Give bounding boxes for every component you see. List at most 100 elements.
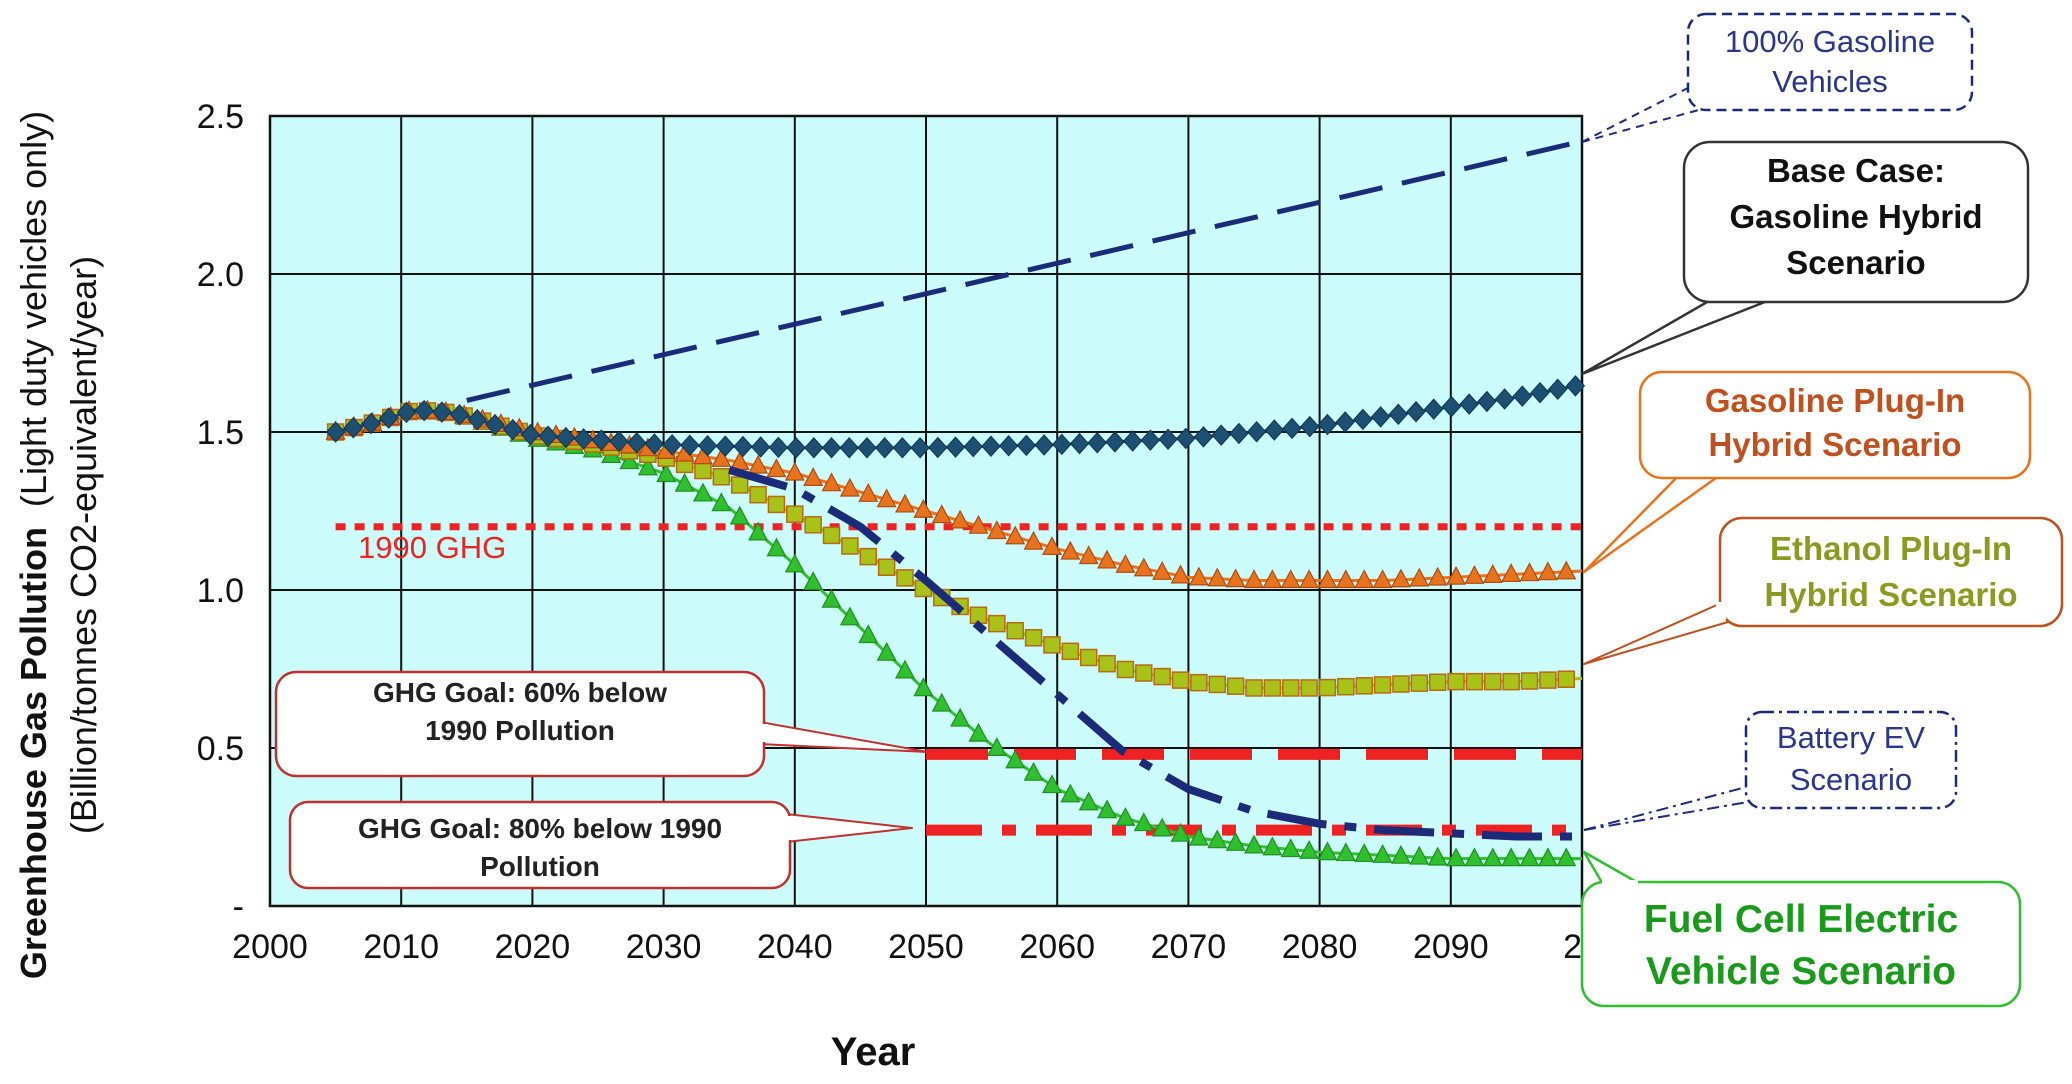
series-1-marker-58 [1353,408,1373,431]
series-5-marker-64 [1501,847,1522,867]
series-3-marker-67 [1557,670,1576,688]
callout-goal-60-line2: 1990 Pollution [425,715,615,746]
series-1-marker-67 [1512,385,1532,407]
y-axis-title-suffix: (Light duty vehicles only) [13,111,54,507]
callout-base-case-line2: Gasoline Hybrid [1729,198,1982,235]
series-2-marker-41 [1078,545,1099,565]
series-3-marker-61 [1447,672,1465,691]
series-2-marker-47 [1188,566,1209,586]
series-1-marker-31 [874,437,895,459]
series-1-marker-61 [1406,400,1426,423]
series-1-marker-68 [1530,381,1550,404]
series-2-marker-51 [1262,569,1283,589]
series-1-marker-1 [343,416,363,439]
callout-battery-ev-line2: Scenario [1790,762,1912,797]
callout-gasoline-plugin-line2: Hybrid Scenario [1708,426,1961,463]
series-5-marker-55 [1335,842,1356,862]
series-5-marker-44 [1133,812,1154,832]
x-tick-label-2000: 2000 [232,928,308,966]
series-3-marker-55 [1337,677,1355,696]
series-1-marker-57 [1335,411,1355,433]
series-5-marker-30 [876,641,897,661]
series-1-marker-59 [1370,406,1391,428]
series-1-marker-63 [1441,395,1462,418]
series-1-marker-10 [503,418,523,441]
series-2-marker-29 [858,483,879,502]
series-1-marker-18 [644,433,665,455]
series-3-marker-23 [749,485,767,504]
series-3-marker-29 [859,547,878,566]
series-2-marker-36 [986,520,1007,540]
callout-gasoline-100-line1: 100% Gasoline [1725,24,1935,59]
series-2-marker-64 [1501,563,1522,583]
series-5-marker-21 [711,492,732,512]
series-1-marker-32 [892,437,913,459]
series-1-marker-6 [432,401,452,423]
series-1-marker-52 [1246,420,1267,443]
series-3-marker-64 [1502,672,1520,691]
series-3-marker-38 [1024,629,1043,647]
series-5-marker-45 [1152,817,1173,837]
series-2-marker-54 [1317,569,1338,589]
series-1-marker-20 [680,434,700,457]
series-1-marker-2 [361,412,381,435]
x-tick-label-2020: 2020 [495,928,571,966]
series-4 [728,466,1582,841]
series-5-marker-23 [748,521,769,541]
series-1-marker-29 [839,437,859,459]
series-5-marker-18 [656,463,677,483]
series-5-marker-36 [986,737,1007,756]
series-2-marker-33 [931,504,952,524]
series-2-marker-38 [1023,530,1044,550]
callout-gasoline-plugin-line1: Gasoline Plug-In [1705,382,1965,419]
series-2-marker-65 [1519,562,1540,582]
series-2-marker-32 [913,498,934,518]
series-3-marker-31 [896,569,914,587]
series-2-marker-39 [1041,536,1062,556]
series-5-marker-65 [1519,847,1540,867]
series-2-marker-61 [1446,565,1467,585]
series-1-marker-51 [1229,422,1249,445]
series-1-marker-3 [379,407,399,429]
series-5-marker-25 [784,553,805,573]
series-1-marker-54 [1282,417,1302,440]
series-3-marker-58 [1392,675,1410,693]
series-2-marker-25 [784,461,805,481]
callout-ethanol-plugin: Ethanol Plug-In Hybrid Scenario [1583,516,2064,665]
series-3-marker-47 [1190,673,1208,692]
y-axis-title: Greenhouse Gas Pollution (Light duty veh… [13,111,54,979]
series-2-marker-45 [1152,561,1173,580]
series-2-marker-35 [968,514,989,534]
series-5-marker-42 [1097,799,1118,819]
series-3-marker-30 [877,558,896,576]
series-5-marker-56 [1354,843,1375,863]
callout-fuel-cell: Fuel Cell Electric Vehicle Scenario [1580,850,2022,1008]
series-3-marker-46 [1171,671,1190,689]
series-1-marker-70 [1565,375,1586,397]
series-2-marker-31 [895,493,916,513]
series-1-marker-26 [786,437,806,459]
series-2-marker-24 [766,458,787,478]
series-1-marker-33 [910,437,930,459]
series-3-marker-62 [1465,672,1484,691]
series-line-4 [728,466,1582,841]
series-1-marker-44 [1105,431,1125,453]
series-5-marker-39 [1041,774,1062,794]
callout-battery-ev-line1: Battery EV [1777,720,1925,755]
series-3-marker-37 [1006,621,1024,640]
series-1-marker-40 [1034,434,1054,456]
callout-base-case-line3: Scenario [1786,244,1925,281]
series-5-marker-24 [766,537,787,557]
series-5-marker-31 [895,659,916,679]
series-5-marker-46 [1170,822,1191,842]
series-5 [325,399,1582,867]
series-1-marker-11 [520,423,541,446]
series-1-marker-49 [1193,426,1214,448]
callout-gasoline-plugin: Gasoline Plug-In Hybrid Scenario [1582,370,2032,574]
series-2-marker-49 [1225,568,1246,588]
series-2-marker-62 [1464,564,1485,584]
series-1-marker-36 [963,435,983,458]
series-3-marker-63 [1484,672,1502,691]
series-3-marker-42 [1098,654,1116,673]
series-1-marker-19 [662,434,682,456]
